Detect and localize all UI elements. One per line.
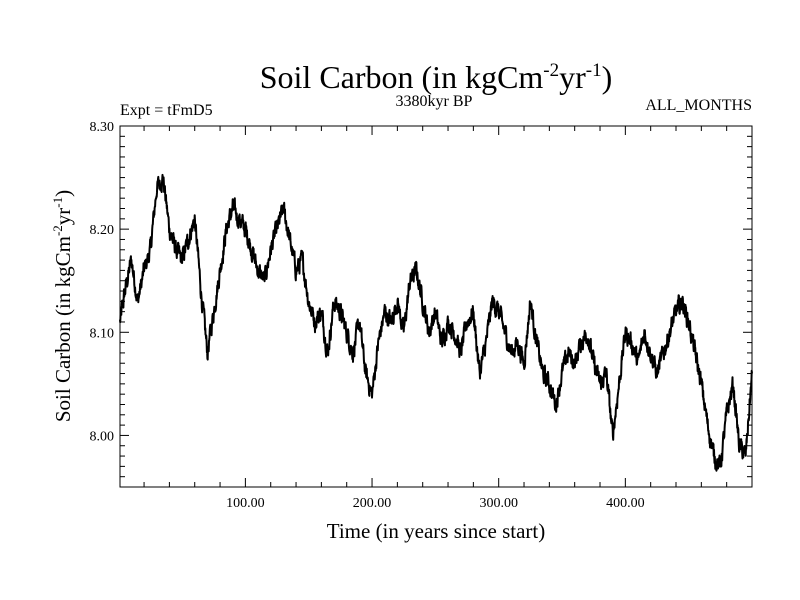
plot-frame — [119, 125, 753, 488]
y-tick-label: 8.00 — [90, 429, 115, 444]
x-tick-labels: 100.00 200.00 300.00 400.00 — [226, 496, 644, 511]
period-label: 3380kyr BP — [396, 93, 473, 110]
axis-ticks — [120, 125, 753, 488]
x-tick-label: 200.00 — [353, 496, 392, 511]
x-axis-label: Time (in years since start) — [327, 519, 546, 543]
y-tick-label: 8.10 — [90, 326, 115, 341]
months-label: ALL_MONTHS — [645, 97, 752, 114]
y-tick-labels: 8.00 8.10 8.20 8.30 — [90, 120, 115, 444]
y-axis-label: Soil Carbon (in kgCm-2yr-1) — [50, 190, 75, 422]
y-tick-label: 8.20 — [90, 223, 115, 238]
x-tick-label: 300.00 — [479, 496, 518, 511]
x-tick-label: 400.00 — [606, 496, 645, 511]
x-tick-label: 100.00 — [226, 496, 265, 511]
experiment-label: Expt = tFmD5 — [120, 102, 213, 119]
y-tick-label: 8.30 — [90, 120, 115, 135]
soil-carbon-line — [119, 173, 753, 472]
chart-title: Soil Carbon (in kgCm-2yr-1) — [260, 59, 613, 95]
